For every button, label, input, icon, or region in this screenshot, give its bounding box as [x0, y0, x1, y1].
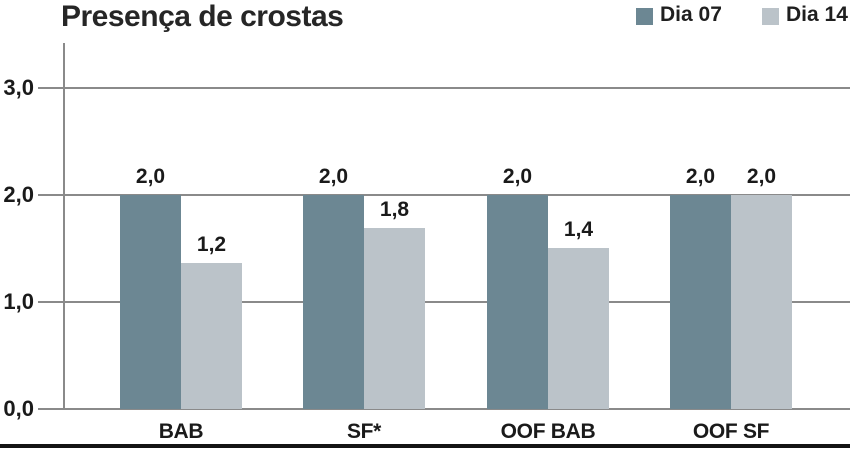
bar-dia-14-oofsf — [731, 195, 792, 409]
bar-dia-07-sf — [303, 195, 364, 409]
bar-dia-14-sf — [364, 228, 425, 409]
bar-dia-14-oofbab — [548, 248, 609, 409]
y-axis-tick-label: 1,0 — [3, 289, 34, 314]
bottom-rule — [0, 444, 850, 448]
x-axis-category-label: OOF SF — [692, 420, 770, 443]
bar-dia-07-oofsf — [670, 195, 731, 409]
bar-value-label: 2,0 — [502, 165, 533, 188]
legend-swatch-dia-07-icon — [636, 7, 653, 25]
x-axis-category-label: BAB — [158, 420, 204, 443]
legend-item-dia-07: Dia 07 — [636, 3, 722, 27]
bar-value-label: 2,0 — [318, 165, 349, 188]
y-axis-tick-label: 2,0 — [3, 182, 34, 207]
gridline-2,0 — [38, 194, 850, 196]
bar-dia-07-bab — [120, 195, 181, 409]
legend-swatch-dia-14-icon — [762, 7, 779, 25]
x-axis-category-label: SF* — [346, 420, 382, 443]
chart-title: Presença de crostas — [61, 0, 344, 33]
bar-dia-14-bab — [181, 263, 242, 409]
x-axis-category-label: OOF BAB — [500, 420, 596, 443]
y-axis-line — [63, 43, 65, 410]
gridline-0,0 — [38, 408, 850, 410]
legend-label-dia-07: Dia 07 — [660, 3, 722, 26]
bar-value-label: 1,4 — [563, 218, 594, 241]
bar-value-label: 1,8 — [379, 198, 410, 221]
y-axis-tick-label: 0,0 — [3, 396, 34, 421]
legend-label-dia-14: Dia 14 — [786, 3, 848, 26]
bar-dia-07-oofbab — [487, 195, 548, 409]
legend-item-dia-14: Dia 14 — [762, 3, 848, 27]
bar-value-label: 2,0 — [746, 165, 777, 188]
y-axis-tick-label: 3,0 — [3, 75, 34, 100]
gridline-3,0 — [38, 87, 850, 89]
bar-value-label: 2,0 — [135, 165, 166, 188]
bar-value-label: 2,0 — [685, 165, 716, 188]
bar-value-label: 1,2 — [196, 233, 227, 256]
gridline-1,0 — [38, 301, 850, 303]
